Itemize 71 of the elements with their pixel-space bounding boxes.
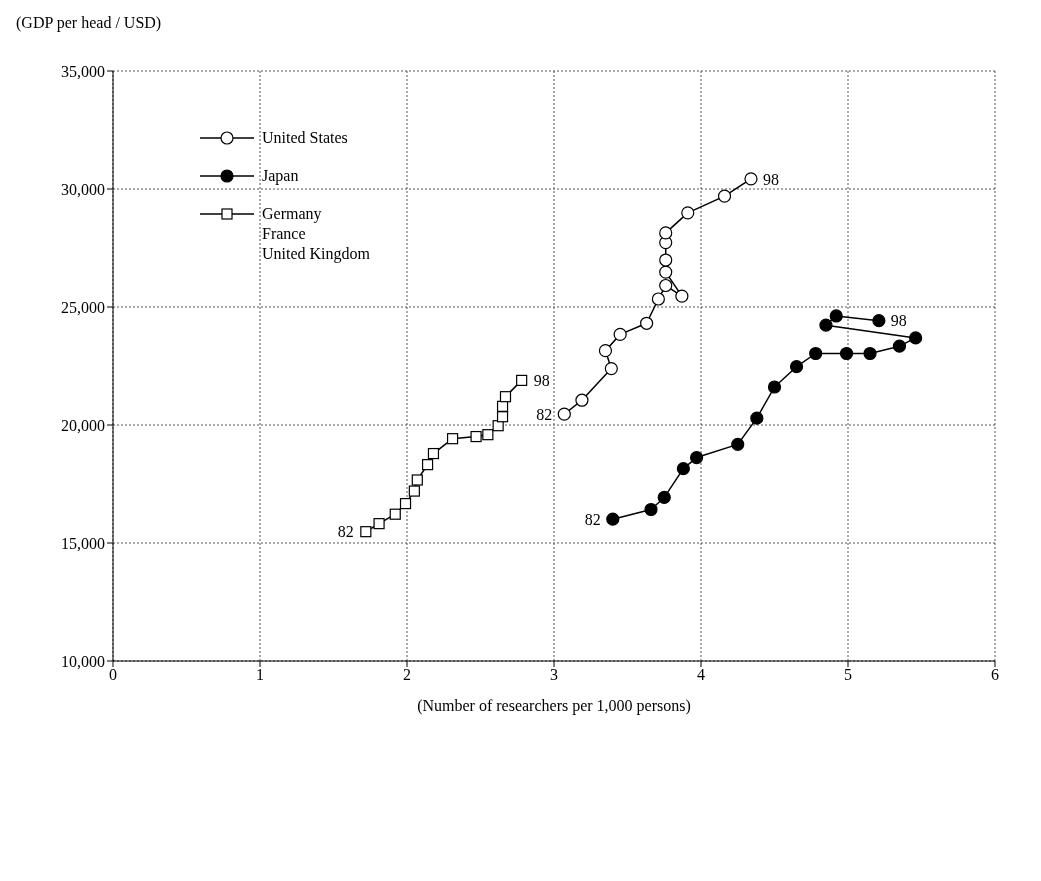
point xyxy=(399,497,412,510)
point xyxy=(657,490,671,505)
point xyxy=(575,393,589,407)
point xyxy=(360,526,372,538)
point xyxy=(659,265,673,279)
x-tick-label: 6 xyxy=(991,666,999,684)
point xyxy=(819,318,833,332)
legend-label: Germany France United Kingdom xyxy=(262,204,370,264)
point xyxy=(499,391,512,403)
x-tick-label: 4 xyxy=(697,666,705,684)
point xyxy=(496,400,509,412)
annotation: 82 xyxy=(536,405,553,423)
point xyxy=(427,447,440,460)
annotation: 98 xyxy=(762,170,779,188)
annotation: 98 xyxy=(533,372,550,390)
point xyxy=(892,339,907,353)
point xyxy=(675,289,689,303)
point xyxy=(909,331,923,345)
point xyxy=(829,309,843,323)
point xyxy=(598,344,613,358)
point xyxy=(839,346,854,361)
point xyxy=(613,327,627,341)
point xyxy=(731,437,745,451)
x-tick-label: 2 xyxy=(403,666,411,684)
point xyxy=(373,518,385,530)
point xyxy=(863,346,877,361)
point xyxy=(604,362,618,376)
point xyxy=(651,292,665,306)
x-tick-label: 5 xyxy=(844,666,852,684)
point xyxy=(689,450,704,465)
y-tick-label: 35,000 xyxy=(61,62,105,80)
annotation: 98 xyxy=(890,312,907,330)
point xyxy=(750,411,764,425)
point xyxy=(492,420,504,432)
y-tick-label: 15,000 xyxy=(61,534,105,552)
x-tick-label: 1 xyxy=(256,666,264,684)
annotation: 82 xyxy=(584,510,601,528)
point xyxy=(744,172,758,186)
legend-label: Japan xyxy=(262,166,299,186)
point xyxy=(767,380,782,394)
x-axis-title: (Number of researchers per 1,000 persons) xyxy=(417,697,691,715)
point xyxy=(389,508,401,520)
point xyxy=(676,462,690,476)
point xyxy=(557,407,571,421)
point xyxy=(717,189,732,203)
point xyxy=(446,433,459,445)
point xyxy=(809,346,823,361)
point xyxy=(482,429,494,441)
y-tick-label: 20,000 xyxy=(61,416,105,434)
point xyxy=(411,474,423,486)
point xyxy=(470,430,482,443)
point xyxy=(421,459,434,471)
x-tick-label: 0 xyxy=(109,666,117,684)
point xyxy=(659,278,673,293)
point xyxy=(872,314,886,328)
point xyxy=(659,226,673,240)
y-tick-label: 25,000 xyxy=(61,298,105,316)
point xyxy=(659,253,673,267)
y-tick-label: 10,000 xyxy=(61,652,105,670)
point xyxy=(789,360,804,374)
legend-label: United States xyxy=(262,128,348,148)
y-axis-title: (GDP per head / USD) xyxy=(16,14,162,32)
point xyxy=(516,374,528,386)
y-tick-label: 30,000 xyxy=(61,180,105,198)
point xyxy=(644,502,658,517)
point xyxy=(681,206,695,220)
point xyxy=(408,485,420,497)
annotation: 82 xyxy=(337,523,354,541)
x-tick-label: 3 xyxy=(550,666,558,684)
point xyxy=(606,512,620,526)
point xyxy=(640,316,654,330)
